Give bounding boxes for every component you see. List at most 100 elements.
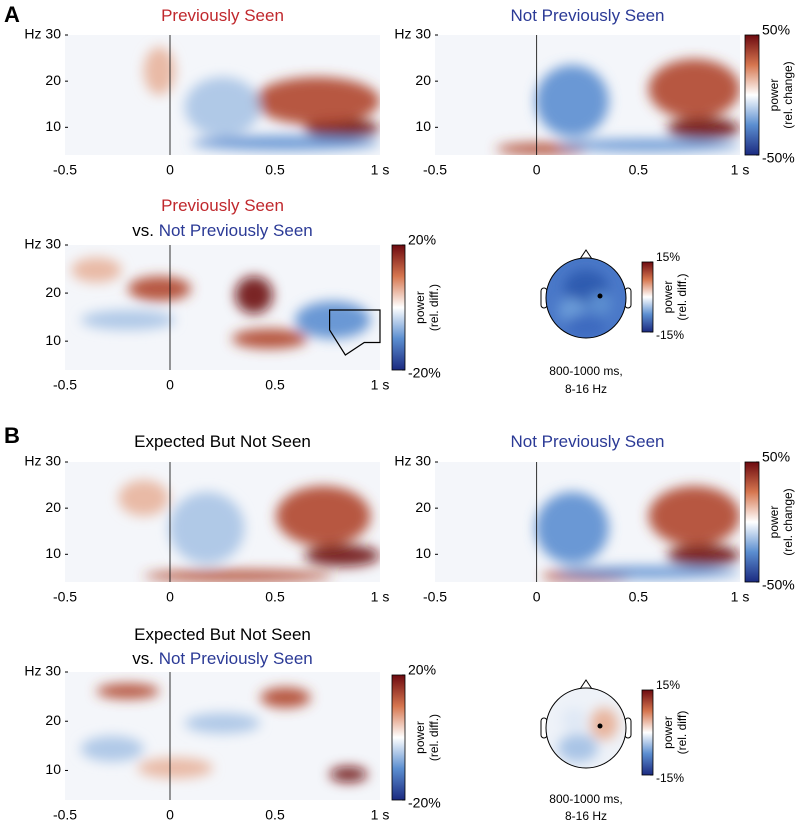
topo-blobs <box>558 270 612 338</box>
heatmap <box>65 462 380 582</box>
caption: 800-1000 ms, <box>549 364 622 378</box>
heatmap-blob <box>557 566 740 579</box>
x-tick-label: -0.5 <box>53 589 77 605</box>
heatmap-blob <box>137 757 214 779</box>
x-tick-label: -0.5 <box>53 807 77 823</box>
colorbar-tick-label: 15% <box>656 250 680 264</box>
topo-blob <box>588 292 612 316</box>
heatmap-blob <box>648 486 740 546</box>
x-tick-label: 0.5 <box>265 377 285 393</box>
x-tick-label: -0.5 <box>53 377 77 393</box>
heatmap-blob <box>168 492 245 564</box>
heatmap-blobs <box>496 59 740 155</box>
heatmap-blob <box>71 257 122 283</box>
x-tick-label: 0.5 <box>629 162 649 178</box>
x-tick-label: 0.5 <box>265 589 285 605</box>
heatmap-blob <box>304 544 380 567</box>
colorbar-tick-label: -50% <box>762 150 795 166</box>
x-tick-label: -0.5 <box>53 162 77 178</box>
colorbar-tick-label: 20% <box>408 232 436 248</box>
heatmap-blob <box>535 492 609 564</box>
heatmap-blob <box>666 544 740 567</box>
title-segment: Previously Seen <box>161 196 284 215</box>
heatmap-blob <box>128 276 191 302</box>
title-segment: vs. <box>132 649 158 668</box>
heatmap-blobs <box>143 47 380 151</box>
topo-blobs <box>558 708 618 762</box>
panel-title: Not Previously Seen <box>510 432 664 451</box>
heatmap-blob <box>80 736 144 762</box>
heatmap-blob <box>143 570 333 582</box>
y-tick-label: 20 <box>45 72 61 88</box>
colorbar-tick-label: -20% <box>408 795 441 811</box>
heatmap-blob <box>96 683 160 699</box>
heatmap-blob <box>276 486 371 546</box>
colorbar-tick-label: -50% <box>762 577 795 593</box>
heatmap-blobs <box>535 486 740 582</box>
heatmap-blob <box>535 65 609 137</box>
section-label: B <box>4 423 20 448</box>
topo-blob <box>590 708 618 740</box>
x-tick-label: 0 <box>166 162 174 178</box>
heatmap <box>65 672 380 800</box>
colorbar <box>744 34 760 156</box>
heatmap-blob <box>294 301 371 339</box>
x-tick-label: 1 s <box>731 589 750 605</box>
nose <box>579 679 593 690</box>
colorbar-tick-label: 20% <box>408 662 436 678</box>
y-tick-label: Hz 30 <box>24 26 61 42</box>
heatmap-blob <box>254 77 380 125</box>
electrode <box>597 723 603 729</box>
colorbar-label: (rel. change) <box>781 488 795 555</box>
topo-blob <box>562 708 586 732</box>
colorbar <box>391 244 406 371</box>
title-segment: Not Previously Seen <box>159 649 313 668</box>
heatmap-blob <box>184 77 261 137</box>
title-segment: Expected But Not Seen <box>134 432 311 451</box>
heatmap-blob <box>666 117 740 140</box>
colorbar-label: (rel. diff.) <box>427 284 441 331</box>
colorbar-label: (rel. diff) <box>675 711 689 755</box>
colorbar-tick-label: -15% <box>656 328 684 342</box>
title-segment: Previously Seen <box>161 6 284 25</box>
title-segment: Not Previously Seen <box>510 432 664 451</box>
y-tick-label: Hz 30 <box>394 26 431 42</box>
colorbar <box>391 674 406 801</box>
colorbar-label: power <box>413 291 427 324</box>
topo-blob <box>566 314 606 338</box>
topo <box>546 258 626 338</box>
heatmap-blob <box>557 139 740 152</box>
heatmap-blobs <box>80 683 368 783</box>
colorbar-label: power <box>413 721 427 754</box>
x-tick-label: 0.5 <box>265 807 285 823</box>
heatmap <box>65 35 380 155</box>
topo <box>546 688 626 768</box>
y-tick-label: Hz 30 <box>394 453 431 469</box>
nose <box>579 249 593 260</box>
colorbar-label: power <box>767 79 781 112</box>
y-tick-label: 20 <box>45 284 61 300</box>
heatmap <box>65 245 380 370</box>
heatmap-blob <box>184 712 261 734</box>
heatmap-blob <box>231 328 308 349</box>
x-tick-label: 0 <box>166 807 174 823</box>
heatmap <box>435 462 740 582</box>
electrode <box>597 293 603 299</box>
panel-title: vs. Not Previously Seen <box>132 649 312 668</box>
head <box>545 687 627 769</box>
colorbar-label: power <box>661 716 675 749</box>
colorbar-tick-label: -20% <box>408 365 441 381</box>
colorbar <box>744 461 760 583</box>
x-tick-label: 0 <box>533 162 541 178</box>
title-segment: Not Previously Seen <box>159 221 313 240</box>
colorbar-label: power <box>661 281 675 314</box>
x-tick-label: 0 <box>533 589 541 605</box>
section-label: A <box>4 2 20 27</box>
title-segment: vs. <box>132 221 158 240</box>
colorbar <box>641 689 654 776</box>
panel-title: vs. Not Previously Seen <box>132 221 312 240</box>
panel-title: Not Previously Seen <box>510 6 664 25</box>
topo-blob <box>558 734 598 762</box>
colorbar-tick-label: 15% <box>656 678 680 692</box>
